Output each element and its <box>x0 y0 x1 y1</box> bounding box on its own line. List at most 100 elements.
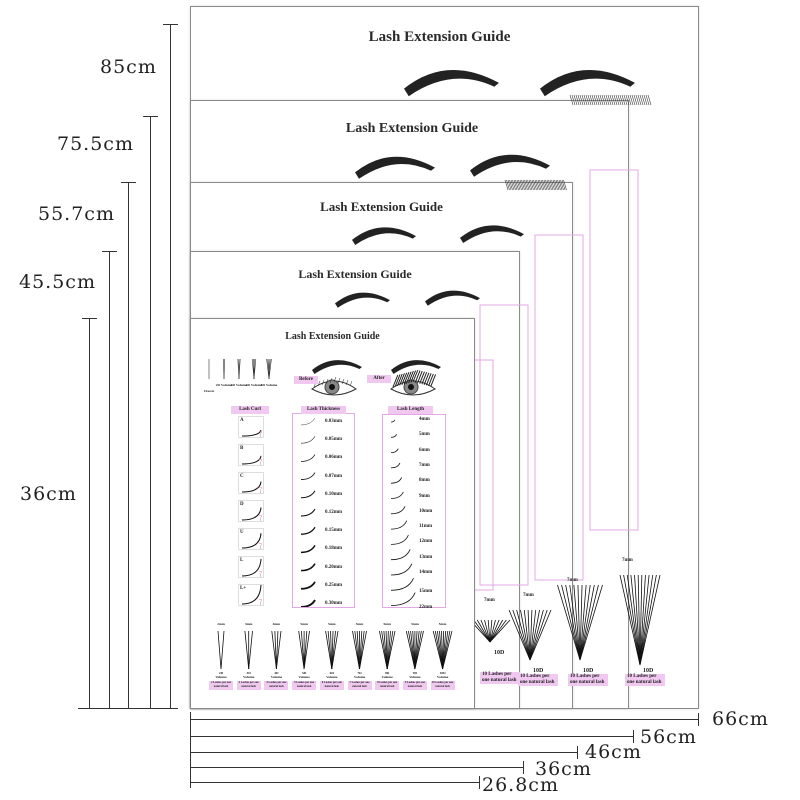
width-label-56: 56cm <box>640 726 697 748</box>
fan-length: 5mm <box>438 622 447 626</box>
length-label: 10mm <box>419 508 433 514</box>
width-baseline <box>190 712 191 788</box>
height-line-75 <box>150 116 151 709</box>
height-label-55: 55.7cm <box>38 203 115 225</box>
thickness-label: 0.05mm <box>325 437 343 443</box>
after-label: After <box>367 375 391 383</box>
length-label: 13mm <box>419 554 433 560</box>
thickness-lash <box>300 545 316 554</box>
length-label: 11mm <box>419 524 433 530</box>
fan-note: 6 Lashes per one natural lash <box>319 681 344 690</box>
thickness-label: 0.07mm <box>325 473 343 479</box>
height-label-36: 36cm <box>20 483 77 505</box>
fan-lash <box>325 630 333 670</box>
fan-lash <box>301 630 305 670</box>
curl-angle-mark <box>258 542 263 549</box>
fan-lash <box>331 630 336 670</box>
fan-volume-label: Volume <box>436 675 449 679</box>
curl-angle-mark <box>258 598 263 605</box>
partial-volume-label: 10D <box>583 668 594 674</box>
fan-note: 5 Lashes per one natural lash <box>292 681 317 690</box>
length-lash <box>390 563 413 576</box>
curl-label: A <box>240 418 244 423</box>
thickness-label: 0.30mm <box>325 601 343 606</box>
fan-note: 4 Lashes per one natural lash <box>264 681 289 690</box>
fan-volume: 3D <box>246 671 251 675</box>
eye-after-icon <box>390 360 441 396</box>
curl-item: D <box>238 500 264 522</box>
fan-volume: 6D <box>329 671 334 675</box>
lash-type-icon <box>253 358 257 380</box>
lash-type-icon <box>268 358 272 380</box>
length-lash <box>390 506 406 515</box>
width-label-26: 26.8cm <box>482 774 559 796</box>
poster-26x36: Lash Extension Guide Classic 2D Volume 3D … <box>190 318 475 709</box>
tick <box>633 730 634 743</box>
fan-lash <box>327 630 333 670</box>
length-lash <box>390 578 414 591</box>
width-label-36: 36cm <box>535 758 592 780</box>
poster-title: Lash Extension Guide <box>368 29 511 45</box>
lash-type-icon <box>238 358 241 380</box>
fan-volume: 2D <box>218 671 224 675</box>
length-label: 9mm <box>419 493 430 499</box>
thickness-label: 0.06mm <box>325 455 343 461</box>
lash-length-header: Lash Length <box>388 406 433 414</box>
curl-item: A <box>238 416 264 438</box>
tick <box>523 761 524 774</box>
fan-volume: 7D <box>357 671 362 675</box>
length-label: 22mm <box>419 604 433 610</box>
length-lash <box>390 520 408 530</box>
length-label: 4mm <box>419 417 430 422</box>
length-frame <box>382 414 446 608</box>
thickness-lash <box>300 436 316 444</box>
fan-lash <box>414 630 424 670</box>
fan-length: 4mm <box>272 622 281 626</box>
fan-note: 9 Lashes per one natural lash <box>402 681 427 690</box>
fan-lash <box>274 630 277 670</box>
thickness-lash <box>300 508 316 517</box>
tick <box>479 776 480 789</box>
fan-length: 3mm <box>244 622 253 626</box>
curl-label: C <box>240 474 244 479</box>
thickness-label: 0.15mm <box>325 528 343 534</box>
thickness-label: 0.18mm <box>325 546 343 552</box>
length-label: 5mm <box>419 432 430 438</box>
partial-volume-label: 10D <box>494 650 505 656</box>
length-label: 8mm <box>419 478 430 484</box>
partial-note: 10 Lashes per one natural lash <box>518 674 558 686</box>
tick <box>102 251 117 252</box>
thickness-lash <box>300 454 316 462</box>
curl-label: U <box>240 530 244 535</box>
fan-volume-label: Volume <box>353 675 366 679</box>
poster-title: Lash Extension Guide <box>345 121 479 136</box>
fan-lash <box>220 630 225 670</box>
fan-lash <box>442 630 453 670</box>
fan-lash <box>331 630 334 670</box>
length-lash <box>390 549 411 561</box>
thickness-label: 0.03mm <box>325 419 343 424</box>
length-label: 7mm <box>419 462 430 468</box>
curl-label: L+ <box>240 586 247 591</box>
height-line-36 <box>89 318 90 709</box>
height-label-85: 85cm <box>100 56 157 78</box>
lash-type-label: Classic <box>203 389 215 393</box>
width-line-36 <box>190 767 523 768</box>
tick <box>698 713 699 726</box>
fan-lash <box>276 630 279 670</box>
lash-curl-header: Lash Curl <box>231 406 269 414</box>
fan-lash <box>386 630 396 670</box>
tick <box>78 708 178 709</box>
length-lash <box>390 592 416 606</box>
fan-lash <box>303 630 310 670</box>
width-label-46: 46cm <box>585 741 642 763</box>
fan-volume: 10D <box>439 671 446 675</box>
lash-type-label: 2D Volume <box>215 383 233 387</box>
curl-item: L <box>238 556 264 578</box>
fan-length: 5mm <box>300 622 308 626</box>
thickness-frame <box>292 413 355 608</box>
fan-volume-label: Volume <box>215 675 227 679</box>
thickness-lash <box>300 526 316 535</box>
eye-before-icon <box>311 360 362 396</box>
poster-title: Lash Extension Guide <box>285 331 380 342</box>
